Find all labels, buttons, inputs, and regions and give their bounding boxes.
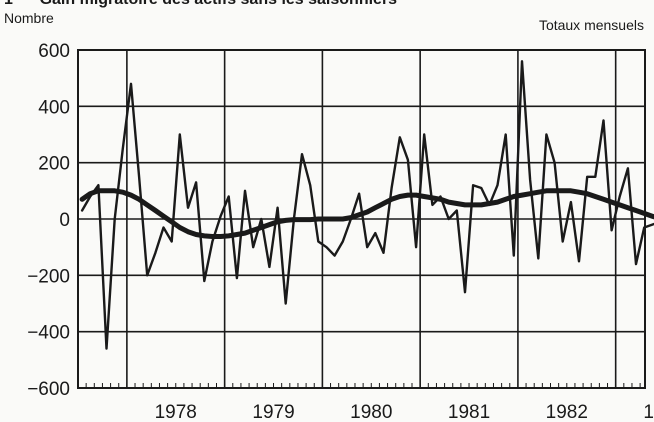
y-tick-label: 200 — [38, 154, 70, 175]
x-tick-label: 1978 — [155, 402, 197, 422]
y-tick-label: −600 — [27, 379, 70, 400]
y-axis-label: Nombre — [4, 10, 54, 26]
chart-title-prefix: 1 — [4, 0, 13, 8]
x-tick-label: 1980 — [350, 402, 392, 422]
y-tick-label: −400 — [27, 323, 70, 344]
y-tick-label: −200 — [27, 266, 70, 287]
x-tick-label: 1979 — [252, 402, 294, 422]
x-tick-label: 1983 — [643, 402, 654, 422]
series-line-trend — [79, 188, 654, 239]
series-line-monthly — [80, 60, 654, 350]
x-tick-label: 1982 — [546, 402, 588, 422]
chart-note: Totaux mensuels — [538, 17, 644, 33]
y-tick-label: 400 — [38, 97, 70, 118]
y-tick-label: 600 — [38, 41, 70, 62]
x-tick-label: 1981 — [448, 402, 490, 422]
chart-title: 1 Gain migratoire des actifs sans les sa… — [4, 0, 397, 9]
y-tick-label: 0 — [59, 210, 70, 231]
chart-title-text: Gain migratoire des actifs sans les sais… — [40, 0, 397, 8]
